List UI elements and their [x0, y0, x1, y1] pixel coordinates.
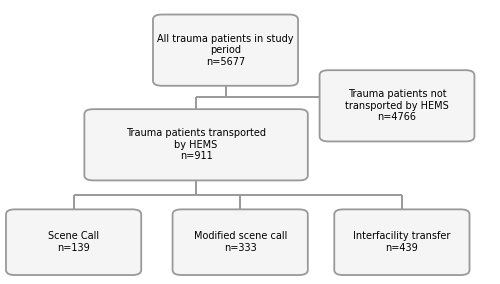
- Text: Modified scene call
n=333: Modified scene call n=333: [194, 231, 287, 253]
- FancyBboxPatch shape: [153, 14, 298, 86]
- Text: Scene Call
n=139: Scene Call n=139: [48, 231, 99, 253]
- FancyBboxPatch shape: [6, 209, 141, 275]
- Text: Trauma patients not
transported by HEMS
n=4766: Trauma patients not transported by HEMS …: [345, 89, 449, 122]
- FancyBboxPatch shape: [334, 209, 469, 275]
- Text: Trauma patients transported
by HEMS
n=911: Trauma patients transported by HEMS n=91…: [126, 128, 266, 161]
- FancyBboxPatch shape: [84, 109, 308, 180]
- Text: All trauma patients in study
period
n=5677: All trauma patients in study period n=56…: [157, 34, 294, 67]
- FancyBboxPatch shape: [172, 209, 308, 275]
- FancyBboxPatch shape: [320, 70, 474, 141]
- Text: Interfacility transfer
n=439: Interfacility transfer n=439: [353, 231, 450, 253]
